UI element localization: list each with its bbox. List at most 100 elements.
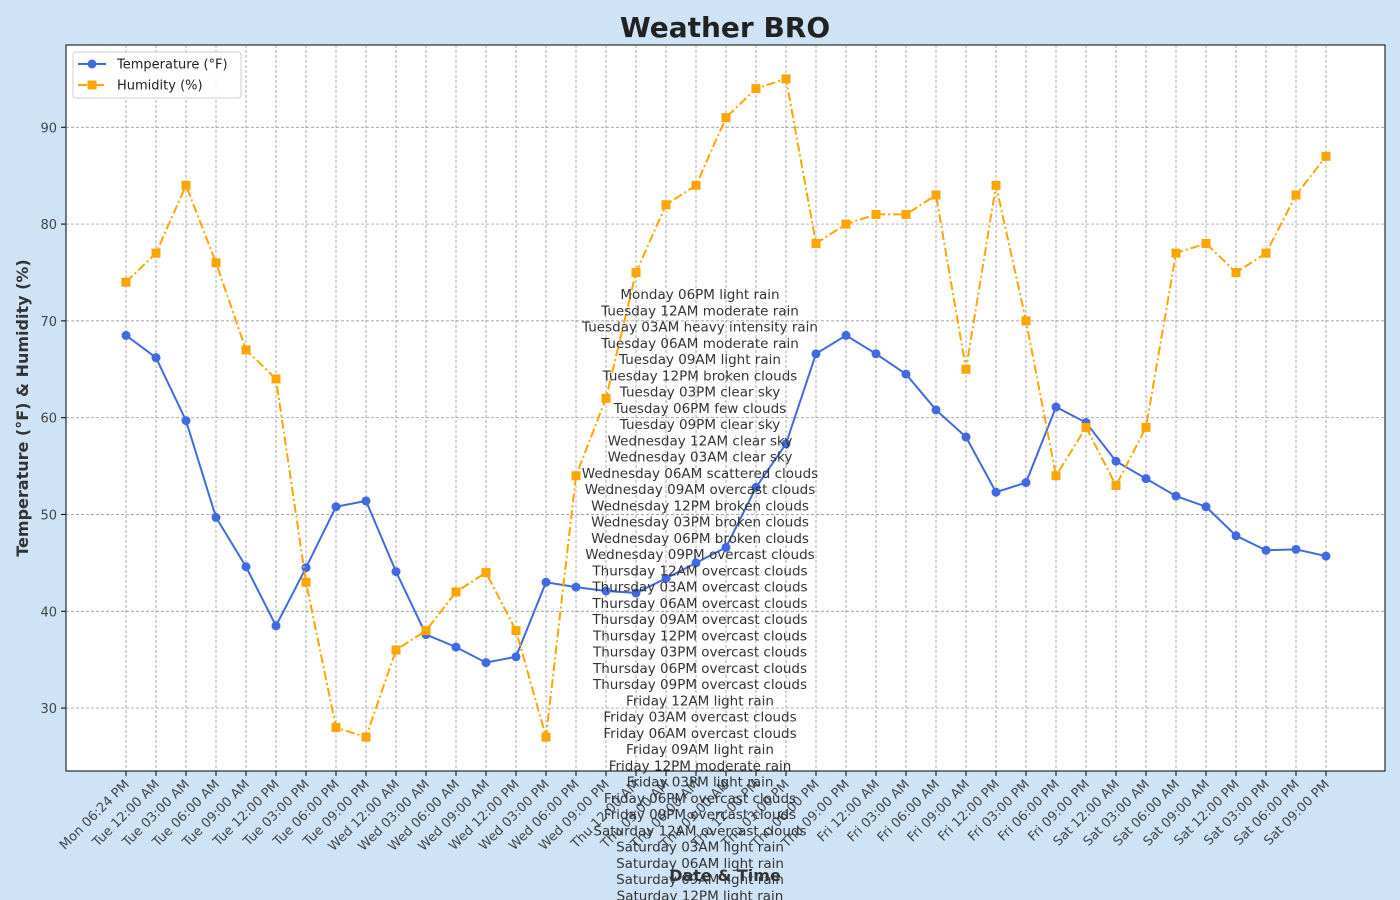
humidity-point [241,345,251,355]
humidity-point [811,238,821,248]
weather-annotation-line: Tuesday 03PM clear sky [619,385,780,401]
weather-annotation-line: Thursday 09AM overcast clouds [591,612,807,628]
weather-annotation-line: Friday 12PM moderate rain [609,758,792,774]
temperature-point [541,577,551,587]
weather-annotation-line: Thursday 03PM overcast clouds [592,645,807,661]
humidity-point [451,587,461,597]
weather-annotation-line: Wednesday 12PM broken clouds [591,498,809,514]
humidity-point [1321,151,1331,161]
humidity-point [781,74,791,84]
humidity-point [151,248,161,258]
temperature-point [601,586,611,596]
humidity-point [1291,190,1301,200]
humidity-point [121,277,131,287]
temperature-point [721,542,731,552]
temperature-point [1141,474,1151,484]
legend: Temperature (°F) Humidity (%) [72,51,242,99]
temperature-point [241,562,251,572]
weather-annotation-line: Friday 03PM light rain [627,775,774,791]
y-tick-label: 40 [40,605,57,620]
temperature-point [931,405,941,415]
humidity-point [751,84,761,94]
weather-annotation-line: Thursday 12AM overcast clouds [591,563,807,579]
series-line-1 [125,77,1327,739]
temperature-point [481,658,491,668]
x-axis-label: Date & Time [669,866,781,885]
series-layer [121,74,1331,742]
humidity-point [211,258,221,268]
humidity-point [631,267,641,277]
weather-annotation-line: Saturday 12PM light rain [617,888,784,900]
humidity-point [691,180,701,190]
humidity-point [841,219,851,229]
humidity-point [331,722,341,732]
plot-area [65,44,1386,772]
temperature-point [121,330,131,340]
temperature-point [811,349,821,359]
legend-label: Temperature (°F) [116,58,228,73]
temperature-point [781,439,791,449]
humidity-point [571,471,581,481]
grid [66,45,1385,771]
y-tick-label: 70 [40,315,57,330]
y-tick-label: 30 [40,702,57,717]
temperature-point [1021,478,1031,488]
weather-annotation-line: Thursday 06PM overcast clouds [592,661,807,677]
temperature-point [991,487,1001,497]
humidity-point [1231,267,1241,277]
humidity-point [961,364,971,374]
humidity-point [1171,248,1181,258]
temperature-point [451,642,461,652]
temperature-point [271,621,281,631]
humidity-point [991,180,1001,190]
temperature-point [361,496,371,506]
legend-marker [87,80,97,90]
weather-annotation-line: Saturday 03AM light rain [616,840,784,856]
y-axis-label: Temperature (°F) & Humidity (%) [13,259,32,556]
weather-annotation-line: Tuesday 06PM few clouds [613,401,786,417]
temperature-point [1231,531,1241,541]
humidity-point [661,200,671,210]
chart-title: Weather BRO [620,11,830,44]
temperature-point [1321,551,1331,561]
weather-annotation-line: Wednesday 06PM broken clouds [591,531,809,547]
y-tick-label: 50 [40,508,57,523]
humidity-point [1051,471,1061,481]
weather-annotation-line: Friday 06PM overcast clouds [604,791,796,807]
weather-annotation-line: Wednesday 03PM broken clouds [591,515,809,531]
weather-annotation-line: Saturday 09AM light rain [616,872,784,888]
weather-annotation-line: Tuesday 06AM moderate rain [600,336,799,352]
temperature-point [391,567,401,577]
weather-annotation-line: Wednesday 09AM overcast clouds [585,482,816,498]
weather-annotation-line: Friday 03AM overcast clouds [603,710,796,726]
weather-annotation-line: Thursday 12PM overcast clouds [592,628,807,644]
humidity-point [931,190,941,200]
temperature-point [1201,502,1211,512]
y-tick-label: 60 [40,412,57,427]
temperature-point [661,573,671,583]
y-tick-label: 80 [40,218,57,233]
weather-annotation-line: Friday 06AM overcast clouds [603,726,796,742]
temperature-point [151,353,161,363]
humidity-point [421,626,431,636]
humidity-point [511,626,521,636]
weather-annotation-line: Wednesday 06AM scattered clouds [582,466,818,482]
humidity-point [1201,238,1211,248]
y-ticks: 30 40 50 60 70 80 90 [40,121,66,717]
humidity-point [181,180,191,190]
temperature-point [841,330,851,340]
humidity-point [1021,316,1031,326]
temperature-point [871,349,881,359]
weather-annotation-line: Thursday 06AM overcast clouds [591,596,807,612]
humidity-point [1111,480,1121,490]
weather-annotation-line: Wednesday 03AM clear sky [608,450,793,466]
weather-annotation-line: Thursday 09PM overcast clouds [592,677,807,693]
weather-annotation-line: Wednesday 09PM overcast clouds [585,547,814,563]
temperature-point [961,432,971,442]
temperature-point [1291,544,1301,554]
temperature-point [1111,456,1121,466]
weather-annotation-line: Tuesday 12PM broken clouds [602,368,798,384]
humidity-point [721,113,731,123]
